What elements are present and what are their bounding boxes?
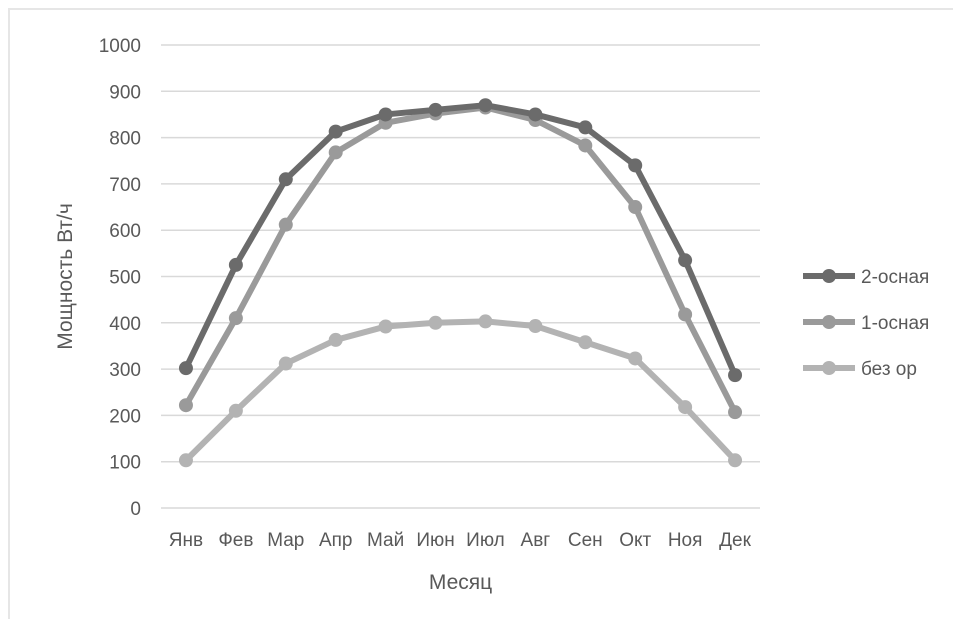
data-point (678, 307, 693, 322)
series-2 (178, 100, 743, 420)
legend-label: 2-осная (861, 267, 929, 288)
data-point (428, 102, 443, 117)
data-point (278, 217, 293, 232)
x-tick-label: Янв (169, 530, 203, 551)
y-tick-label: 200 (109, 406, 141, 427)
legend-item: 2-осная (803, 267, 929, 288)
x-tick-label: Июл (466, 530, 505, 551)
data-point (728, 368, 743, 383)
legend-swatch-marker (822, 269, 836, 283)
data-point (628, 200, 643, 215)
x-tick-label: Дек (719, 530, 751, 551)
series-line (182, 104, 739, 416)
series-line (182, 102, 739, 379)
y-tick-label: 800 (109, 129, 141, 150)
legend-item: 1-осная (803, 313, 929, 334)
x-axis-title: Месяц (429, 571, 492, 594)
legend: 2-осная 1-осная без ор (803, 267, 929, 380)
y-axis-title: Мощность Вт/ч (54, 203, 77, 350)
x-tick-labels: Янв Фев Мар Апр Май Июн Июл Авг Сен Окт Ноя Дек (169, 530, 752, 551)
chart-frame: 0 100 200 300 400 500 600 700 800 900 1000 Янв Фев М… (8, 8, 953, 619)
data-point (678, 400, 693, 415)
data-point (628, 351, 643, 366)
data-point (578, 120, 593, 135)
y-tick-label: 0 (130, 499, 141, 520)
y-tick-label: 500 (109, 268, 141, 289)
data-point (628, 158, 643, 173)
x-tick-label: Сен (568, 530, 603, 551)
x-tick-label: Ноя (668, 530, 703, 551)
data-point (278, 172, 293, 187)
data-point (478, 314, 493, 329)
data-point (278, 356, 293, 371)
data-point (578, 335, 593, 350)
y-tick-label: 100 (109, 453, 141, 474)
x-tick-label: Май (367, 530, 404, 551)
data-point (378, 319, 393, 334)
series-group (178, 98, 743, 468)
data-point (478, 98, 493, 113)
data-point (728, 453, 743, 468)
series-line (182, 318, 739, 464)
x-tick-label: Мар (267, 530, 304, 551)
data-point (328, 145, 343, 160)
data-point (578, 138, 593, 153)
legend-swatch-marker (822, 315, 836, 329)
x-tick-label: Фев (218, 530, 253, 551)
data-point (528, 319, 543, 334)
x-tick-label: Июн (416, 530, 454, 551)
legend-item: без ор (803, 359, 917, 380)
data-point (428, 315, 443, 330)
data-point (228, 403, 243, 418)
series-1 (178, 98, 743, 383)
data-point (178, 398, 193, 413)
y-tick-label: 600 (109, 221, 141, 242)
line-chart: 0 100 200 300 400 500 600 700 800 900 1000 Янв Фев М… (54, 36, 929, 594)
legend-label: 1-осная (861, 313, 929, 334)
legend-label: без ор (861, 359, 917, 380)
y-tick-label: 900 (109, 82, 141, 103)
y-tick-label: 1000 (99, 36, 141, 57)
data-point (528, 107, 543, 122)
x-tick-label: Окт (619, 530, 651, 551)
data-point (328, 332, 343, 347)
data-point (678, 253, 693, 268)
data-point (228, 257, 243, 272)
y-tick-label: 400 (109, 314, 141, 335)
data-point (378, 107, 393, 122)
x-tick-label: Апр (319, 530, 353, 551)
data-point (328, 124, 343, 139)
y-tick-label: 700 (109, 175, 141, 196)
series-3 (178, 314, 743, 468)
x-tick-label: Авг (521, 530, 551, 551)
data-point (178, 361, 193, 376)
y-tick-label: 300 (109, 360, 141, 381)
legend-swatch-marker (822, 361, 836, 375)
data-point (728, 405, 743, 420)
data-point (178, 453, 193, 468)
data-point (228, 311, 243, 326)
y-tick-labels: 0 100 200 300 400 500 600 700 800 900 1000 (99, 36, 141, 520)
